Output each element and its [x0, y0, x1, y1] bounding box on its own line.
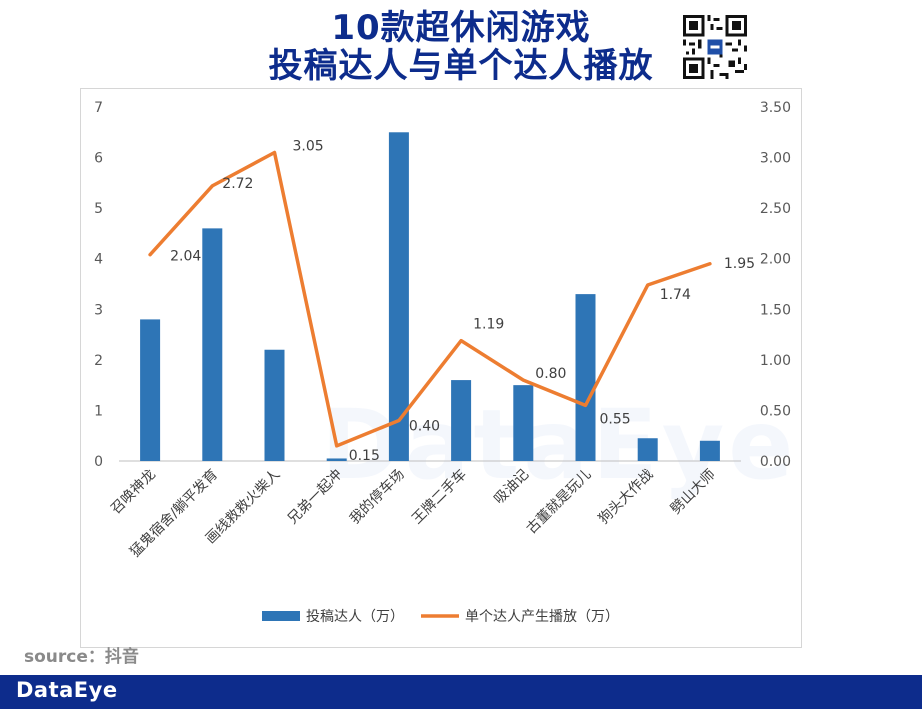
y-left-tick-label: 7 [94, 100, 103, 116]
data-label: 3.05 [293, 139, 324, 155]
y-left-tick-label: 3 [94, 302, 103, 318]
bar [202, 228, 223, 461]
series-line [148, 150, 712, 448]
y-right-tick-label: 0.00 [760, 454, 791, 470]
footer-bar: DataEye [0, 675, 922, 709]
bar [513, 385, 534, 461]
bar [388, 132, 409, 461]
data-label: 0.40 [409, 419, 440, 435]
bar [264, 349, 285, 461]
brand-logo: DataEye [16, 678, 118, 702]
legend-label-bar: 投稿达人（万） [306, 609, 404, 625]
qr-code-icon [683, 15, 747, 79]
y-right-tick-label: 3.50 [760, 100, 791, 116]
data-label: 2.04 [170, 249, 201, 265]
data-label: 0.80 [535, 366, 566, 382]
y-right-tick-label: 3.00 [760, 151, 791, 167]
y-left-tick-label: 5 [94, 201, 103, 217]
chart-area: DataEye 0 1 2 3 4 5 6 7 0.00 0.50 1.00 1.50 2.00 2.50… [80, 88, 802, 648]
data-label: 2.72 [222, 176, 253, 192]
x-tick-label: 狗头大作战 [596, 467, 657, 528]
y-left-tick-label: 0 [94, 454, 103, 470]
legend-swatch-bar [262, 611, 300, 621]
x-tick-label: 王牌二手车 [408, 466, 470, 528]
x-tick-label: 吸油记 [491, 467, 532, 508]
legend-label-line: 单个达人产生播放（万） [465, 609, 619, 625]
y-left-tick-label: 1 [94, 403, 103, 419]
bar [699, 440, 720, 461]
x-tick-label: 兄弟一起冲 [285, 467, 346, 528]
data-label: 1.74 [660, 287, 691, 303]
y-right-tick-label: 2.00 [760, 252, 791, 268]
x-tick-label: 召唤神龙 [107, 466, 159, 518]
y-left-tick-label: 6 [94, 151, 103, 167]
data-label: 1.19 [473, 317, 504, 333]
bar [451, 380, 472, 461]
bar [326, 458, 347, 461]
y-right-tick-label: 2.50 [760, 201, 791, 217]
combo-chart: 0 1 2 3 4 5 6 7 0.00 0.50 1.00 1.50 2.00 2.50 3.00 3.50… [94, 100, 791, 625]
bar [575, 294, 596, 461]
source-note: source：抖音 [24, 647, 139, 667]
bar [637, 438, 658, 461]
chart-title-line2: 投稿达人与单个达人播放 [268, 46, 654, 86]
chart-title-line1: 10款超休闲游戏 [331, 8, 591, 48]
data-label: 0.15 [349, 448, 380, 464]
data-label: 0.55 [600, 411, 631, 427]
y-right-tick-label: 1.00 [760, 353, 791, 369]
y-left-tick-label: 2 [94, 353, 103, 369]
x-tick-label: 我的停车场 [346, 466, 408, 528]
x-tick-label: 古董就是玩儿 [524, 467, 595, 538]
data-label: 1.95 [724, 256, 755, 272]
y-right-tick-label: 1.50 [760, 302, 791, 318]
x-tick-label: 劈山大师 [667, 466, 719, 518]
bar [140, 319, 161, 461]
y-right-tick-label: 0.50 [760, 403, 791, 419]
y-left-tick-label: 4 [94, 252, 103, 268]
